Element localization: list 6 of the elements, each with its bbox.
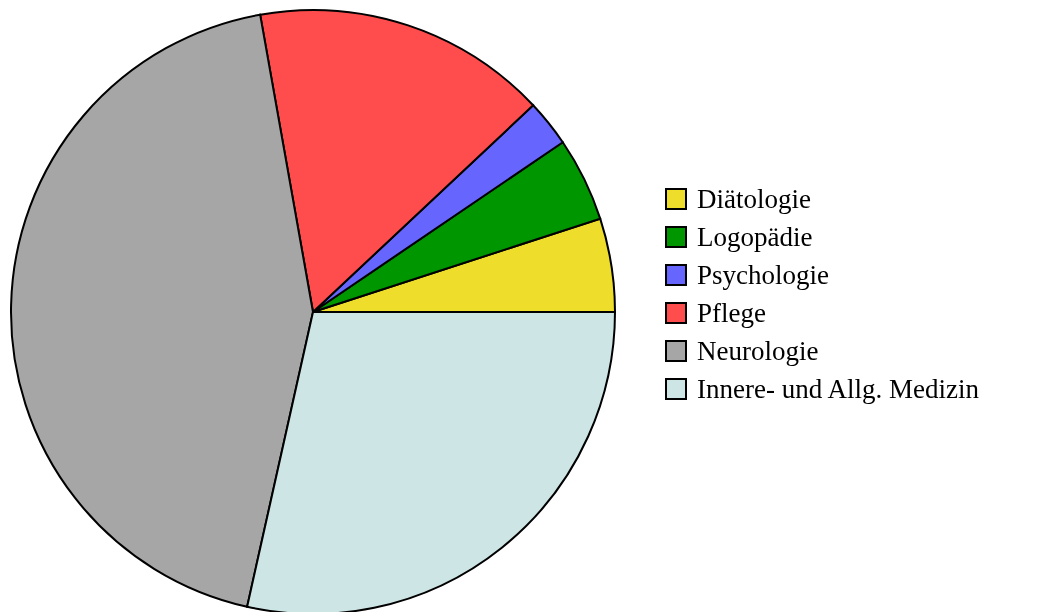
legend-label: Logopädie [697, 221, 813, 254]
legend-label: Diätologie [697, 183, 811, 216]
legend-label: Neurologie [697, 335, 819, 368]
legend-label: Innere- und Allg. Medizin [697, 373, 979, 406]
legend-label: Pflege [697, 297, 766, 330]
legend-label: Psychologie [697, 259, 829, 292]
